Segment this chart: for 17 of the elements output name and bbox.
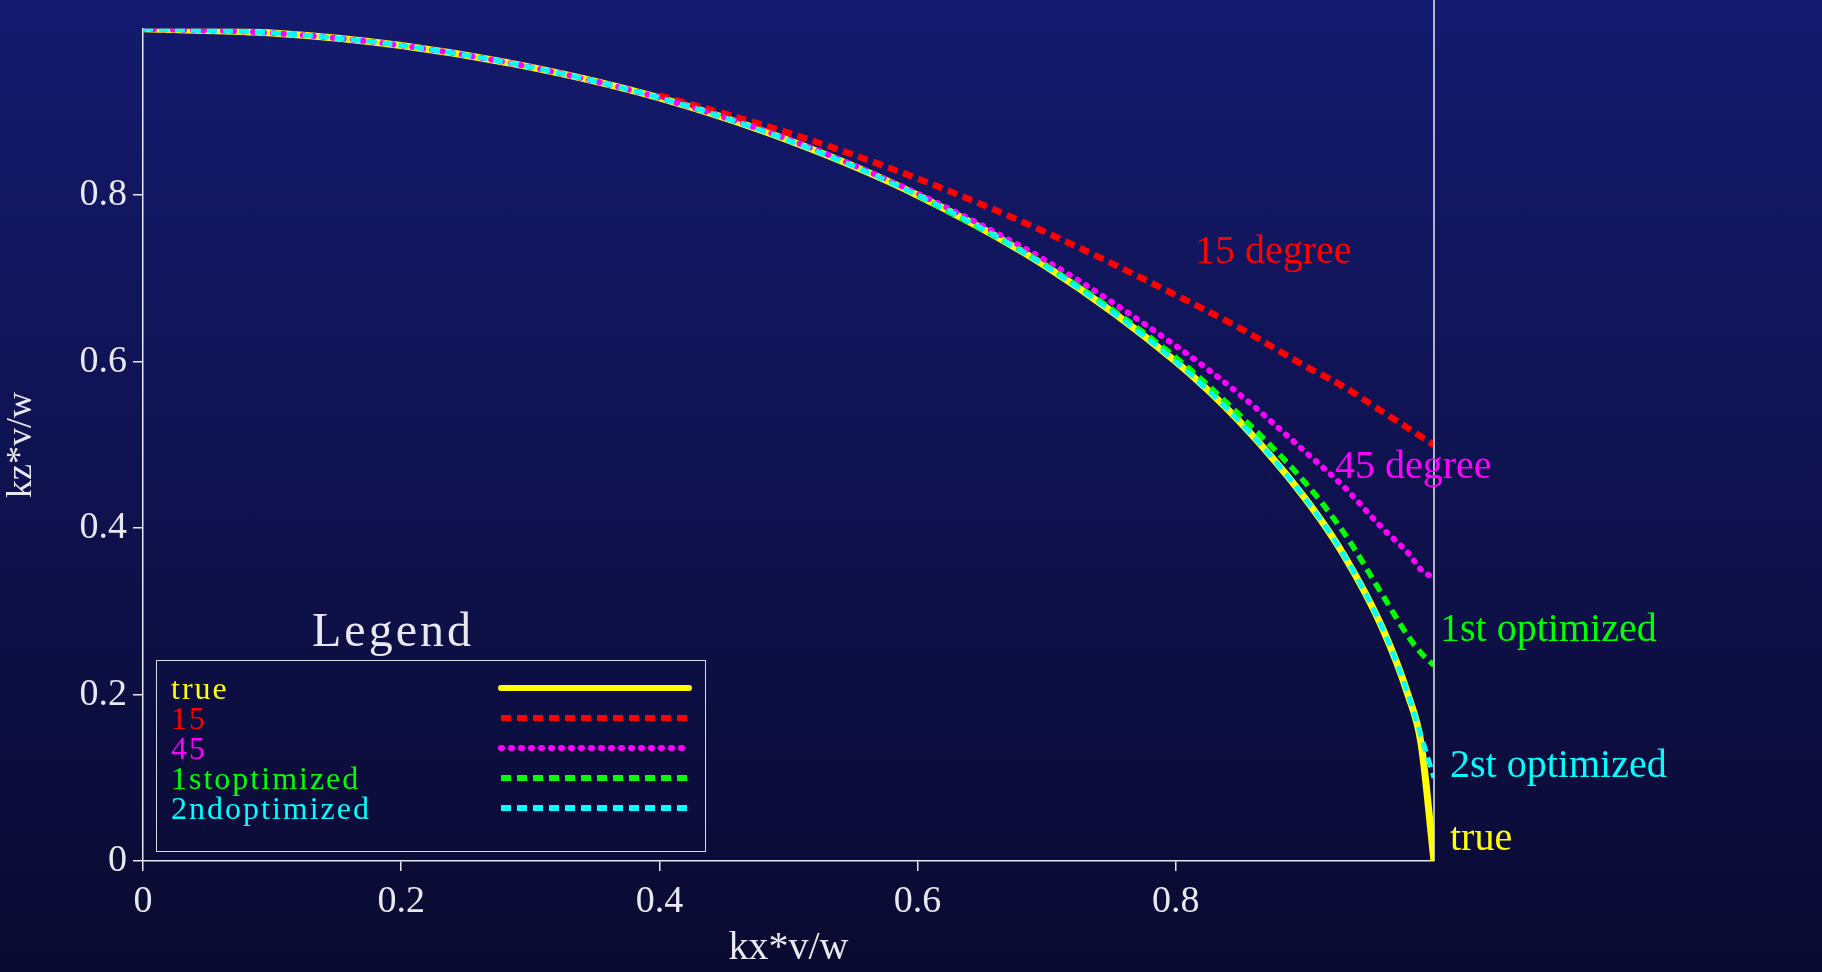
legend-title: Legend <box>312 602 474 657</box>
text: 1st optimized <box>1440 604 1657 650</box>
x-axis-title: kx*v/w <box>728 922 849 968</box>
y-axis-title: kz*v/w <box>0 391 40 498</box>
text: true <box>1450 813 1513 859</box>
y-tick-label: 0.8 <box>79 171 127 214</box>
x-tick-label: 0.8 <box>1152 877 1200 920</box>
x-tick-label: 0.2 <box>377 877 425 920</box>
y-tick-label: 0 <box>108 836 127 879</box>
x-tick-label: 0.4 <box>635 877 684 920</box>
text: 2st optimized <box>1450 740 1667 786</box>
y-tick-label: 0.6 <box>79 337 127 380</box>
y-tick-label: 0.4 <box>79 504 127 547</box>
x-tick-label: 0.6 <box>893 877 942 920</box>
y-tick-label: 0.2 <box>79 670 127 713</box>
x-tick-label: 0 <box>133 877 153 920</box>
annotation: 15 degree <box>1195 226 1352 272</box>
